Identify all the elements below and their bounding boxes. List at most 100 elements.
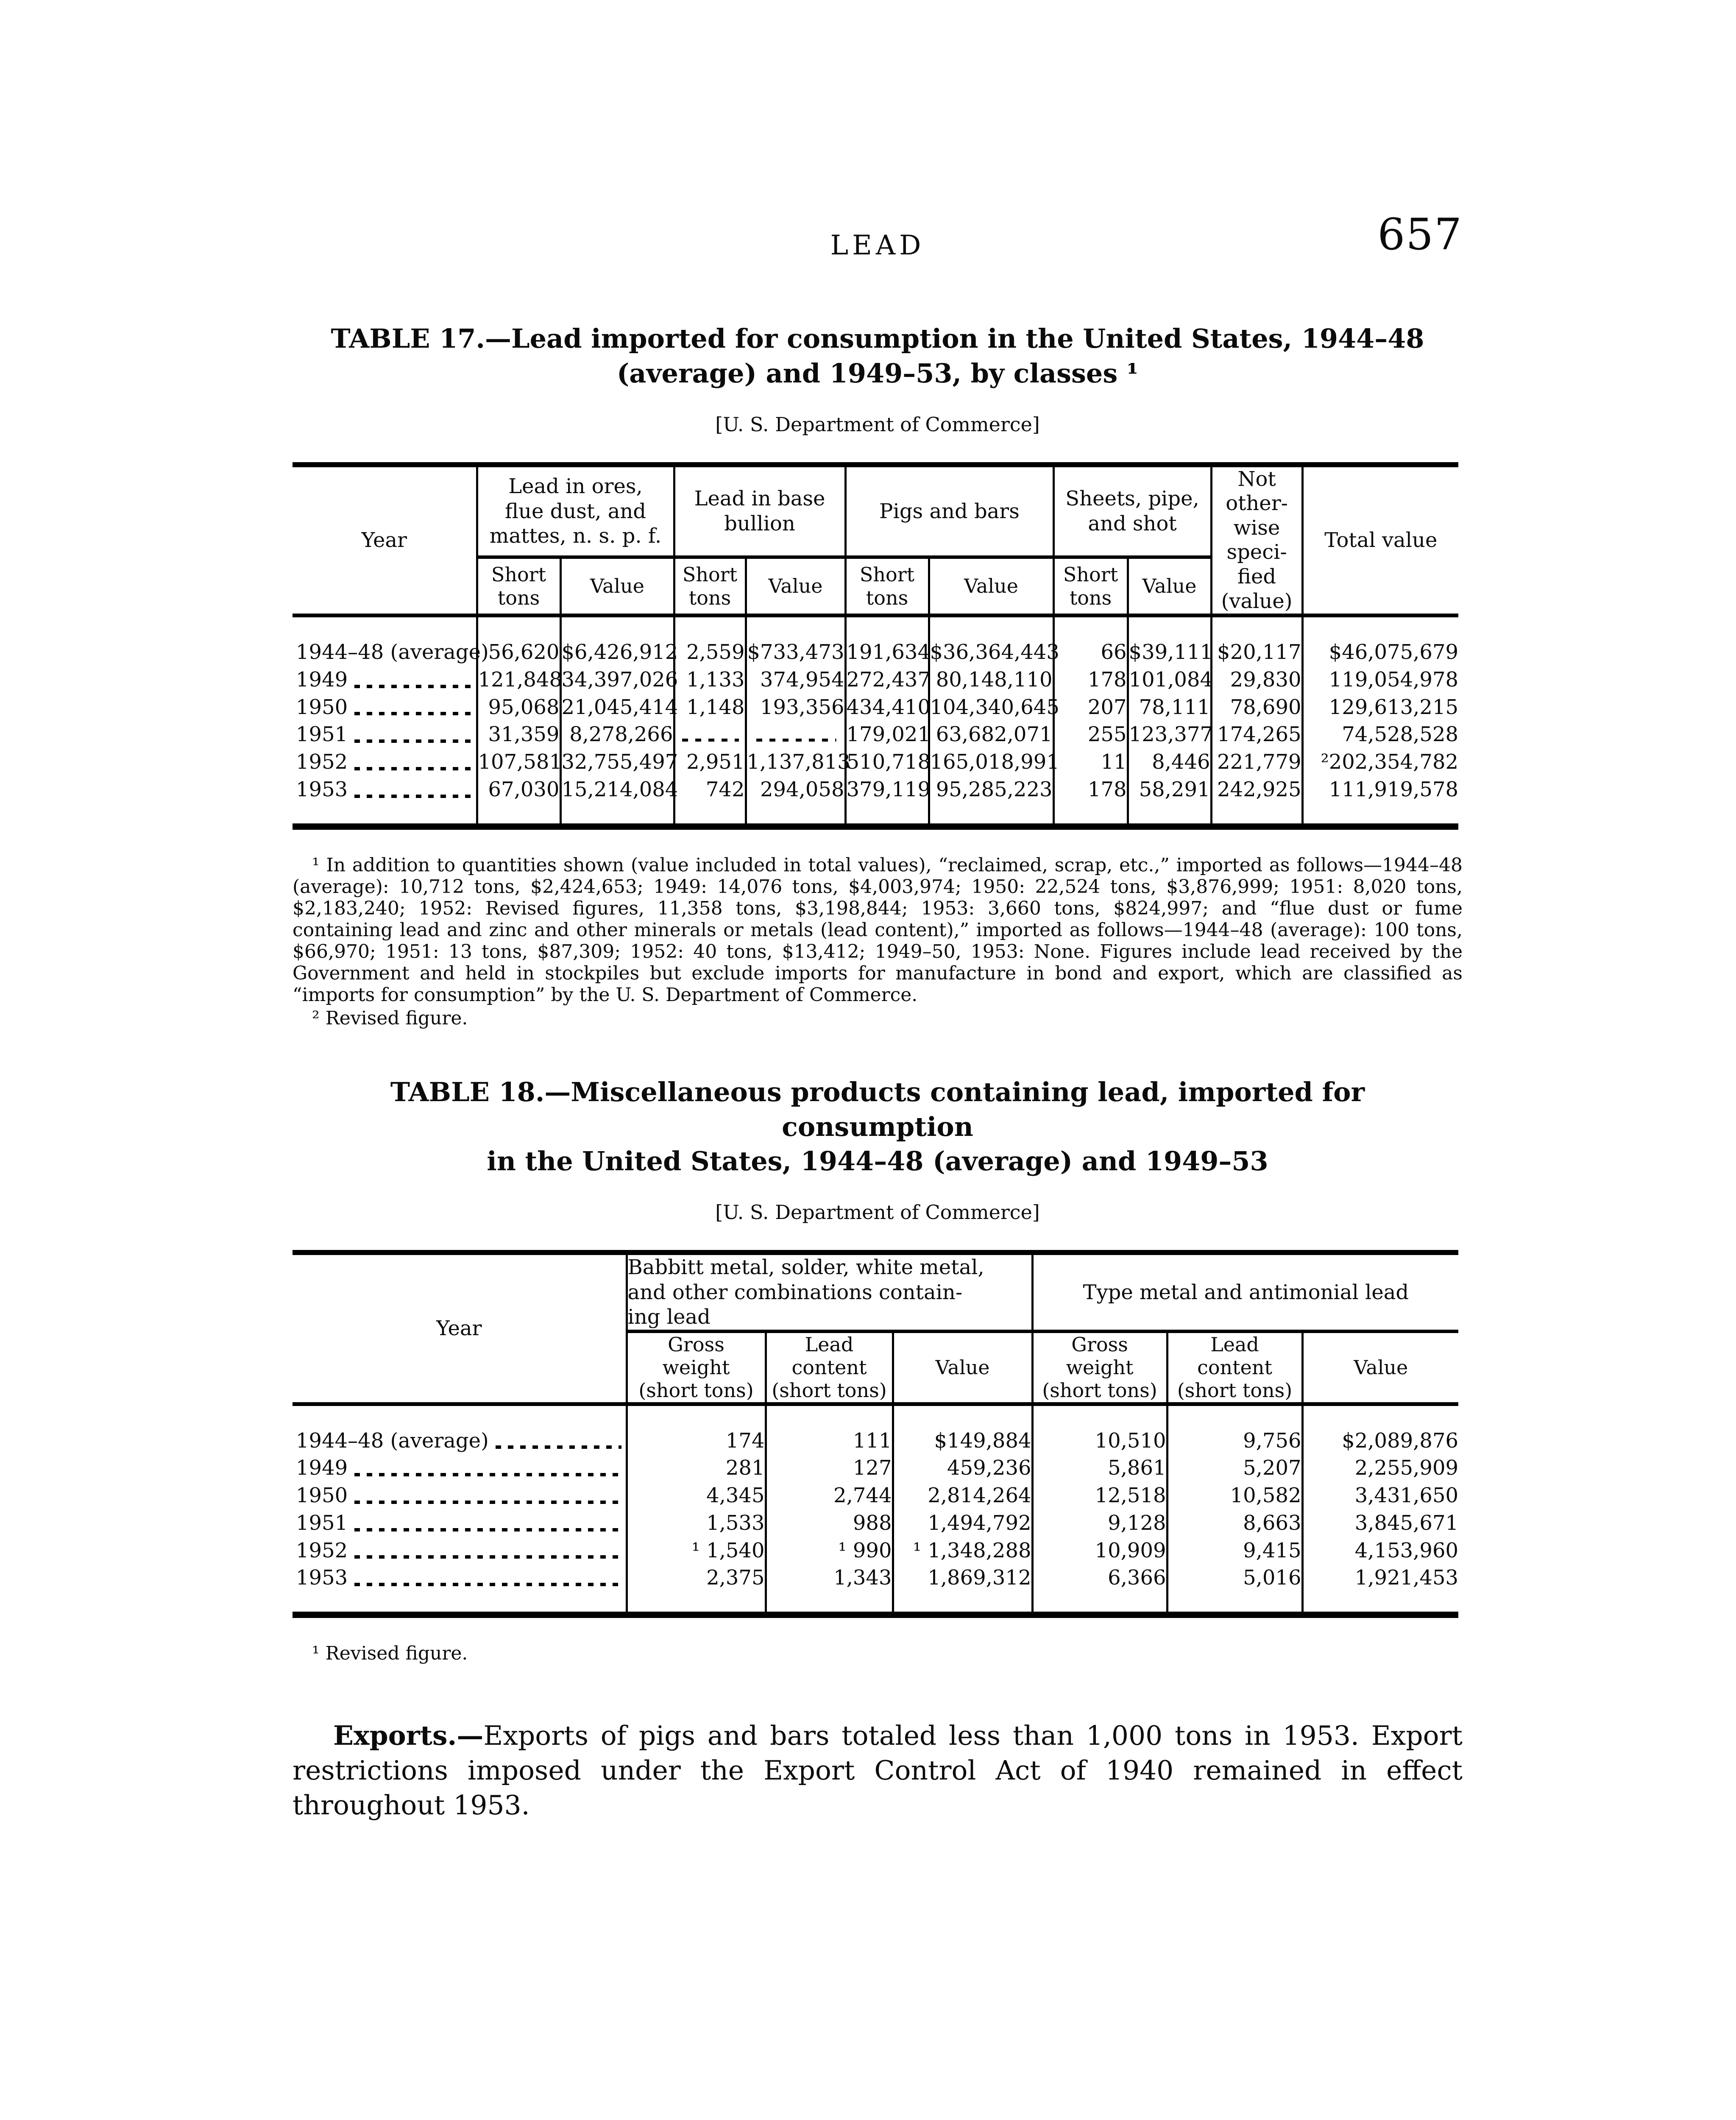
cell: 111	[764, 1404, 894, 1455]
cell: 74,528,528	[1301, 721, 1459, 749]
cell: 123,377	[1126, 721, 1213, 749]
year-label: 1951	[296, 1511, 348, 1535]
t17-group-sheets-header: Sheets, pipe, and shot	[1052, 464, 1212, 559]
cell: $733,473	[744, 615, 847, 666]
year-label: 1944–48 (average)	[296, 1428, 489, 1453]
cell: 294,058	[744, 775, 847, 827]
t17-row5-year-cell: 1953	[293, 775, 478, 827]
dot-leader	[354, 1555, 621, 1559]
year-label: 1949	[296, 1456, 348, 1480]
table17-title-line2: (average) and 1949–53, by classes ¹	[616, 357, 1139, 389]
year-label: 1953	[296, 777, 348, 801]
cell: 1,869,312	[892, 1564, 1034, 1615]
table18-title-line2: in the United States, 1944–48 (average) …	[487, 1146, 1268, 1177]
t17-sub-value-1: Value	[559, 557, 675, 618]
year-label: 1949	[296, 667, 348, 692]
cell: 459,236	[892, 1454, 1034, 1482]
t18-sub-gross-weight-1: Gross weight (short tons)	[627, 1331, 767, 1406]
table17-title: TABLE 17.—Lead imported for consumption …	[293, 321, 1463, 391]
t17-row1-year-cell: 1949	[293, 666, 478, 694]
cell: 434,410	[844, 693, 931, 721]
cell: 80,148,110	[928, 666, 1055, 694]
dot-leader	[354, 767, 472, 770]
cell: ¹ 1,540	[625, 1537, 767, 1565]
cell: 510,718	[844, 748, 931, 776]
cell: 1,133	[673, 666, 747, 694]
cell: 12,518	[1031, 1482, 1168, 1509]
cell: 119,054,978	[1301, 666, 1459, 694]
cell: 9,415	[1166, 1537, 1304, 1565]
table17-title-line1: TABLE 17.—Lead imported for consumption …	[331, 323, 1424, 354]
cell: 10,510	[1031, 1404, 1168, 1455]
cell: 67,030	[476, 775, 562, 827]
table17: Year Lead in ores, flue dust, and mattes…	[293, 462, 1459, 830]
t17-row3-year-cell: 1951	[293, 721, 478, 749]
year-label: 1951	[296, 722, 348, 747]
cell: $20,117	[1210, 615, 1304, 666]
t17-row0-year-cell: 1944–48 (average)	[293, 615, 489, 666]
cell: 2,951	[673, 748, 747, 776]
cell: 5,016	[1166, 1564, 1304, 1615]
cell: 281	[625, 1454, 767, 1482]
cell: 2,255,909	[1301, 1454, 1459, 1482]
exports-paragraph-text: Exports of pigs and bars totaled less th…	[293, 1720, 1463, 1821]
cell: 178	[1052, 775, 1129, 827]
t17-group-pigs-header: Pigs and bars	[844, 464, 1055, 559]
cell: 29,830	[1210, 666, 1304, 694]
cell: 255	[1052, 721, 1129, 749]
year-label: 1952	[296, 1538, 348, 1562]
t18-sub-value-1: Value	[892, 1331, 1034, 1406]
cell: 78,111	[1126, 693, 1212, 721]
table-row: 1944–48 (average) 174 111 $149,884 10,51…	[293, 1404, 1459, 1455]
cell: 8,663	[1166, 1509, 1304, 1537]
t17-sub-short-tons-2: Short tons	[673, 557, 747, 618]
t18-sub-lead-content-1: Lead content (short tons)	[764, 1331, 894, 1406]
exports-paragraph-label: Exports.—	[333, 1720, 484, 1752]
cell: 2,744	[764, 1482, 894, 1509]
table-row: 1949 121,848 34,397,026 1,133 374,954 27…	[293, 666, 1459, 694]
dot-leader	[354, 1583, 621, 1587]
table-row: 1951 1,533 988 1,494,792 9,128 8,663 3,8…	[293, 1509, 1459, 1537]
table18-title: TABLE 18.—Miscellaneous products contain…	[293, 1075, 1463, 1179]
cell: 174,265	[1210, 721, 1304, 749]
table18: Year Babbitt metal, solder, white metal,…	[293, 1250, 1459, 1618]
t17-row2-year-cell: 1950	[293, 693, 478, 721]
table-row: 1951 31,359 8,278,266 179,021 63,682,071…	[293, 721, 1459, 749]
cell: ¹ 1,348,288	[892, 1537, 1034, 1565]
cell: 95,068	[476, 693, 562, 721]
cell: $149,884	[892, 1404, 1034, 1455]
cell: 58,291	[1126, 775, 1212, 827]
cell: 174	[625, 1404, 767, 1455]
table17-footnotes: ¹ In addition to quantities shown (value…	[293, 854, 1463, 1029]
cell: 66	[1052, 615, 1129, 666]
t17-sub-short-tons-4: Short tons	[1052, 557, 1129, 618]
cell: 129,613,215	[1301, 693, 1459, 721]
cell: 11	[1052, 748, 1129, 776]
dot-leader	[354, 1473, 621, 1477]
dot-leader	[354, 1500, 621, 1504]
cell: 9,756	[1166, 1404, 1304, 1455]
cell: 3,845,671	[1301, 1509, 1459, 1537]
cell: 1,343	[764, 1564, 894, 1615]
cell: ¹ 990	[764, 1537, 894, 1565]
cell: 1,921,453	[1301, 1564, 1459, 1615]
table-row: 1952 107,581 32,755,497 2,951 1,137,813 …	[293, 748, 1459, 776]
running-head: LEAD	[830, 230, 925, 261]
cell-no-data	[673, 721, 747, 749]
t18-row1-year-cell: 1949	[293, 1454, 628, 1482]
table-row: 1953 67,030 15,214,084 742 294,058 379,1…	[293, 775, 1459, 827]
table-row: 1944–48 (average) 56,620 $6,426,912 2,55…	[293, 615, 1459, 666]
dot-leader	[354, 684, 472, 688]
cell: 2,814,264	[892, 1482, 1034, 1509]
table-row: 1949 281 127 459,236 5,861 5,207 2,255,9…	[293, 1454, 1459, 1482]
cell: $36,364,443	[928, 615, 1059, 666]
cell: 107,581	[476, 748, 562, 776]
cell: 379,119	[844, 775, 931, 827]
cell: 179,021	[844, 721, 931, 749]
t18-row4-year-cell: 1952	[293, 1537, 628, 1565]
dot-leader	[354, 712, 472, 716]
table17-source: [U. S. Department of Commerce]	[715, 413, 1040, 436]
cell: $6,426,912	[559, 615, 678, 666]
cell: 3,431,650	[1301, 1482, 1459, 1509]
